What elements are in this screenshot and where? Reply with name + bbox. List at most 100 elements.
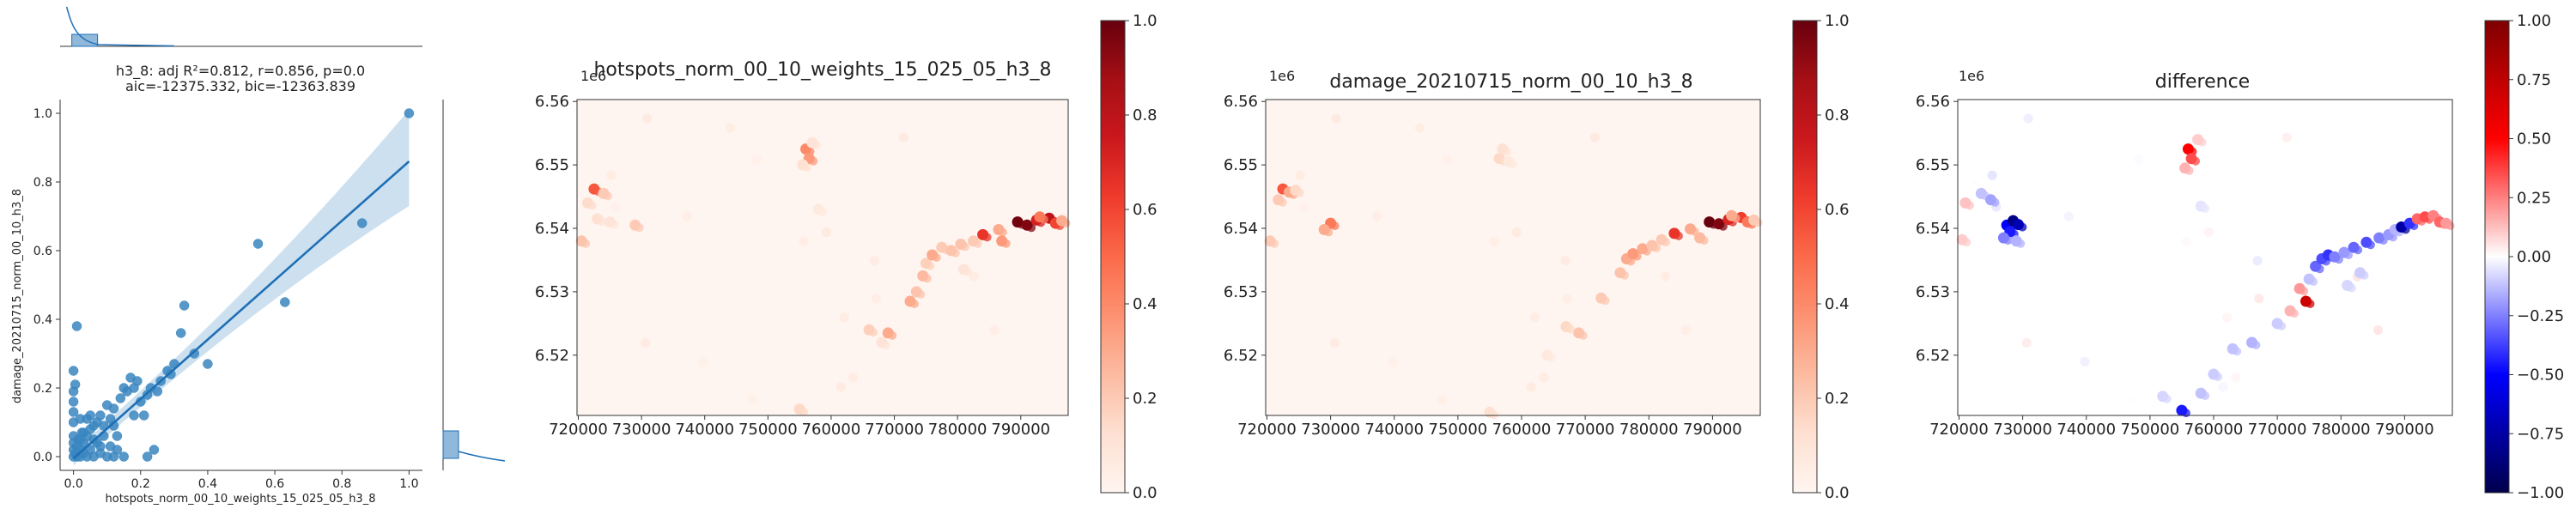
damage-map-area: 720000 730000 740000 750000 760000 770000 7800… bbox=[1224, 93, 1763, 439]
map-cell-neighbor bbox=[1990, 197, 2000, 207]
map-cell-faint bbox=[989, 325, 999, 336]
map-cell-faint bbox=[641, 337, 651, 348]
x-tick-label: 720000 bbox=[1929, 421, 1989, 439]
scatter-point bbox=[68, 407, 79, 417]
map-background bbox=[1958, 100, 2452, 415]
map-cell-neighbor bbox=[1502, 147, 1511, 156]
marginal-top-density-curve bbox=[65, 6, 174, 47]
map-cell-faint bbox=[1681, 325, 1691, 336]
scatter-point bbox=[149, 445, 160, 455]
colorbar-tick-label: 0.4 bbox=[1133, 295, 1157, 313]
map-cell-neighbor bbox=[1027, 223, 1036, 233]
map-cell-faint bbox=[1560, 256, 1571, 266]
map-cell-faint bbox=[1295, 170, 1305, 180]
map-cell-neighbor bbox=[2201, 391, 2210, 401]
colorbar-tick-label: 0.8 bbox=[1133, 106, 1157, 124]
colorbar-tick-label: 0.4 bbox=[1825, 295, 1850, 313]
map-cell-faint bbox=[2203, 227, 2214, 238]
map-cell-neighbor bbox=[2018, 222, 2027, 232]
x-tick-label: 0.4 bbox=[198, 477, 217, 491]
scatter-point bbox=[189, 348, 200, 359]
y-tick-label: 6.53 bbox=[1224, 283, 1258, 301]
hotspots-map-title: hotspots_norm_00_10_weights_15_025_05_h3… bbox=[593, 59, 1051, 81]
y-tick-label: 6.55 bbox=[535, 156, 569, 174]
regression-marginal-right bbox=[442, 100, 506, 470]
x-tick-label: 730000 bbox=[1993, 421, 2052, 439]
regression-line-path bbox=[72, 161, 410, 459]
x-tick-label: 750000 bbox=[2121, 421, 2180, 439]
x-tick-label: 740000 bbox=[1364, 421, 1424, 439]
map-cell-neighbor bbox=[818, 207, 828, 216]
difference-map-area: 720000 730000 740000 750000 760000 770000 7800… bbox=[1916, 93, 2455, 439]
map-cell-neighbor bbox=[1061, 219, 1071, 228]
y-tick-label: 0.8 bbox=[33, 176, 52, 190]
y-tick-label: 6.54 bbox=[1916, 220, 1950, 238]
scatter-point bbox=[203, 359, 213, 369]
regression-marginal-top bbox=[60, 6, 422, 47]
map-cell-faint bbox=[821, 227, 831, 238]
map-cell-neighbor bbox=[1489, 410, 1498, 420]
y-tick-label: 0.0 bbox=[33, 451, 52, 464]
map-cell-faint bbox=[848, 373, 859, 383]
x-tick-label: 720000 bbox=[1237, 421, 1297, 439]
map-cell-neighbor bbox=[1601, 296, 1610, 306]
y-tick-label: 6.56 bbox=[1224, 93, 1258, 111]
hotspots-map-panel: hotspots_norm_00_10_weights_15_025_05_h3… bbox=[535, 12, 1157, 502]
map-cell-neighbor bbox=[888, 330, 897, 340]
x-tick-label: 730000 bbox=[1301, 421, 1360, 439]
map-frame bbox=[1265, 99, 1761, 416]
colorbar-tick-label: 0.0 bbox=[1133, 484, 1157, 502]
x-tick-label: 780000 bbox=[2312, 421, 2371, 439]
map-cell-faint bbox=[839, 312, 849, 323]
map-cell-neighbor bbox=[2233, 347, 2242, 356]
scatter-point bbox=[68, 386, 79, 397]
map-cell-faint bbox=[1539, 373, 1549, 383]
map-cell-faint bbox=[2218, 382, 2228, 392]
map-cell-faint bbox=[1331, 113, 1341, 124]
map-cell-neighbor bbox=[581, 239, 591, 248]
map-cell-faint bbox=[1437, 395, 1447, 405]
map-cell-neighbor bbox=[2300, 287, 2309, 296]
map-cell-neighbor bbox=[1039, 215, 1048, 224]
scatter-point bbox=[166, 369, 176, 379]
colorbar-tick-label: −0.50 bbox=[2517, 367, 2564, 385]
map-cell-neighbor bbox=[2181, 409, 2190, 418]
x-tick-label: 770000 bbox=[2248, 421, 2307, 439]
map-frame bbox=[1957, 99, 2453, 416]
map-cell-neighbor bbox=[1674, 231, 1683, 240]
colorbar-tick-label: 0.2 bbox=[1133, 390, 1157, 408]
regression-scatter-points bbox=[68, 108, 415, 462]
x-tick-label: 750000 bbox=[1429, 421, 1488, 439]
scatter-point bbox=[152, 386, 163, 397]
scatter-point bbox=[112, 431, 123, 441]
y-tick-label: 6.53 bbox=[535, 283, 569, 301]
map-cell-neighbor bbox=[597, 216, 606, 226]
map-cell-neighbor bbox=[926, 261, 935, 270]
map-cell-neighbor bbox=[932, 253, 941, 262]
map-cell-faint bbox=[1661, 271, 1670, 282]
colorbar-tick-label: 0.6 bbox=[1825, 201, 1850, 219]
map-cell-neighbor bbox=[2191, 156, 2201, 166]
regression-axes: 0.0 0.2 0.4 0.6 0.8 1.0 0.0 0.2 0.4 0.6 0.8 1.0 bbox=[33, 100, 422, 491]
colorbar-tick-label: 1.0 bbox=[1133, 12, 1157, 30]
map-cell-faint bbox=[899, 132, 908, 142]
map-cell-neighbor bbox=[916, 289, 926, 299]
y-tick-label: 6.52 bbox=[535, 347, 569, 365]
colorbar-tick-label: 0.0 bbox=[1825, 484, 1850, 502]
scatter-point bbox=[280, 297, 290, 307]
scatter-point bbox=[88, 421, 99, 431]
scatter-point bbox=[404, 108, 415, 118]
map-cell-faint bbox=[747, 395, 757, 405]
hotspots-colorbar: 0.0 0.2 0.4 0.6 0.8 1.0 bbox=[1100, 12, 1157, 502]
map-cell-neighbor bbox=[2162, 394, 2172, 403]
map-cell-neighbor bbox=[1718, 221, 1728, 231]
map-cell-neighbor bbox=[2197, 137, 2207, 147]
map-cell-neighbor bbox=[881, 341, 890, 349]
x-tick-label: 730000 bbox=[612, 421, 671, 439]
colorbar-tick-label: 1.00 bbox=[2517, 12, 2551, 30]
regression-title-line1: h3_8: adj R²=0.812, r=0.856, p=0.0 bbox=[116, 63, 365, 80]
map-cell-neighbor bbox=[2290, 309, 2299, 318]
map-cell-neighbor bbox=[1330, 221, 1340, 231]
map-cell-neighbor bbox=[799, 407, 809, 416]
x-tick-label: 770000 bbox=[1556, 421, 1615, 439]
